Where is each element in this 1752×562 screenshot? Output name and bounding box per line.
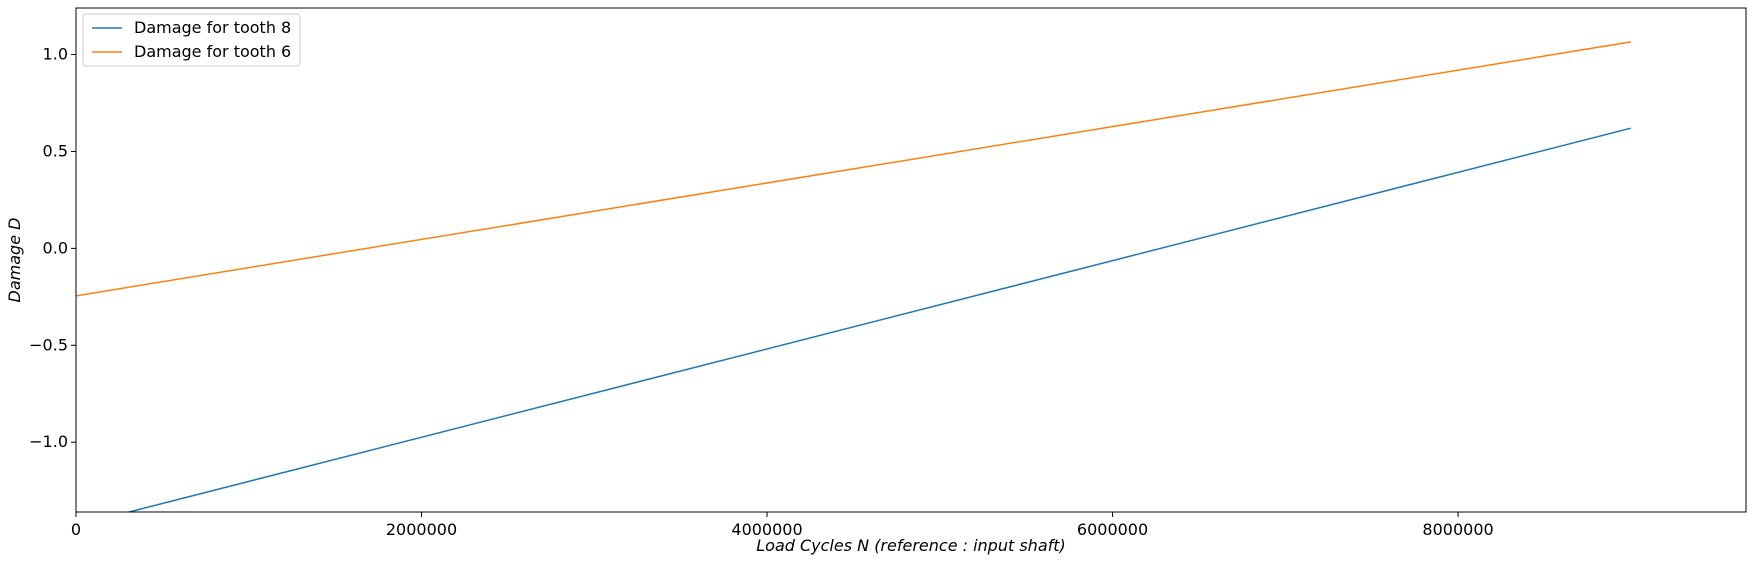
- x-axis-ticks: 0 2000000 4000000 6000000 8000000: [71, 512, 1494, 539]
- y-tick-label: −0.5: [29, 335, 68, 354]
- y-tick-label: 0.0: [43, 238, 68, 257]
- plot-frame: [75, 7, 1747, 513]
- x-axis-label: Load Cycles N (reference : input shaft): [756, 536, 1066, 555]
- y-axis-label: Damage D: [5, 218, 24, 303]
- series-line-0: [126, 127, 1632, 512]
- x-tick-label: 8000000: [1422, 520, 1493, 539]
- legend: Damage for tooth 8 Damage for tooth 6: [82, 13, 301, 67]
- x-tick-label: 4000000: [731, 520, 802, 539]
- plot-area: [76, 8, 1746, 512]
- legend-label-tooth-8: Damage for tooth 8: [134, 18, 291, 37]
- x-tick-label: 2000000: [386, 520, 457, 539]
- y-tick-label: −1.0: [29, 432, 68, 451]
- y-tick-label: 1.0: [43, 45, 68, 64]
- x-tick-label: 6000000: [1077, 520, 1148, 539]
- y-axis-ticks: −1.0 −0.5 0.0 0.5 1.0: [29, 45, 76, 451]
- y-tick-label: 0.5: [43, 141, 68, 160]
- legend-box: [82, 13, 301, 67]
- legend-label-tooth-6: Damage for tooth 6: [134, 42, 291, 61]
- x-tick-label: 0: [71, 520, 81, 539]
- series-line-1: [76, 41, 1631, 297]
- series-layer: [76, 41, 1632, 512]
